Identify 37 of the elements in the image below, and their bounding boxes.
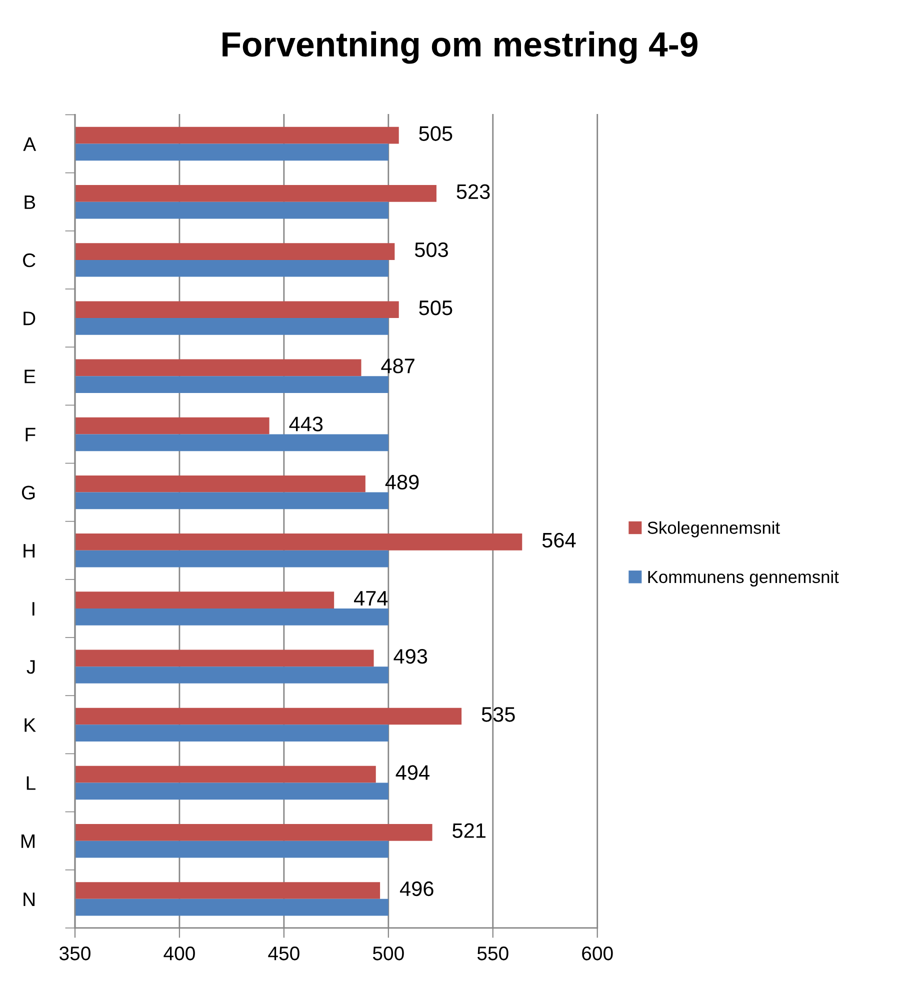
- y-tick-label: J: [26, 660, 35, 674]
- y-tick-label: L: [26, 776, 36, 790]
- x-tick-label: 350: [60, 946, 90, 960]
- x-tick-label: 400: [164, 946, 195, 960]
- x-tick-label: 500: [372, 946, 404, 960]
- data-label: 505: [419, 300, 452, 316]
- y-tick-label: E: [24, 370, 36, 384]
- data-label: 494: [396, 765, 430, 780]
- y-tick-label: A: [23, 137, 36, 151]
- data-label: 523: [456, 184, 490, 200]
- data-label: 496: [400, 881, 434, 896]
- data-label: 505: [419, 126, 452, 141]
- data-label: 503: [414, 242, 448, 258]
- y-tick-label: I: [32, 602, 34, 616]
- data-label: 487: [381, 358, 414, 374]
- x-tick-label: 600: [582, 946, 613, 960]
- y-tick-label: C: [23, 253, 36, 268]
- y-tick-label: B: [24, 196, 36, 209]
- y-tick-label: D: [24, 312, 36, 326]
- data-label: 521: [452, 823, 486, 838]
- chart-title: Forventning om mestring 4-9: [222, 31, 698, 64]
- data-label: 489: [385, 474, 419, 490]
- data-label: 535: [482, 707, 515, 722]
- y-tick-label: G: [22, 486, 35, 500]
- data-label: 443: [289, 416, 323, 432]
- y-tick-label: K: [24, 718, 36, 732]
- legend-label: Skolegennemsnit: [648, 521, 780, 538]
- x-tick-label: 450: [268, 946, 300, 960]
- y-tick-label: H: [24, 544, 35, 558]
- y-tick-label: M: [22, 834, 35, 848]
- x-tick-label: 550: [477, 946, 508, 960]
- legend-label: Kommunens gennemsnit: [648, 570, 839, 587]
- data-label: 564: [542, 532, 576, 548]
- data-label: 474: [354, 591, 388, 606]
- y-tick-label: N: [24, 892, 35, 906]
- y-tick-label: F: [26, 428, 36, 442]
- data-label: 493: [394, 648, 428, 664]
